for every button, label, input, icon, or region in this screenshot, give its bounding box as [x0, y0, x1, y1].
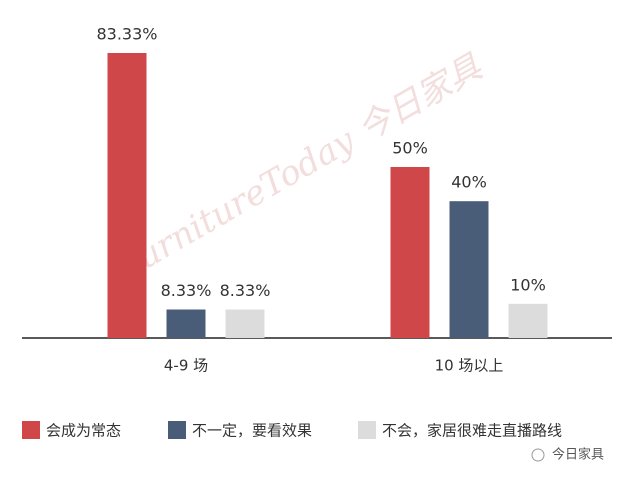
legend-swatch — [22, 421, 40, 439]
bar — [508, 303, 548, 338]
legend-label: 会成为常态 — [46, 422, 121, 440]
legend-label: 不一定，要看效果 — [192, 422, 312, 440]
legend-swatch — [168, 421, 186, 439]
bar — [107, 53, 147, 338]
value-label: 8.33% — [161, 281, 212, 300]
credit: 今日家具 — [552, 447, 604, 463]
bar — [225, 309, 265, 338]
bar — [449, 201, 489, 338]
bar — [390, 166, 430, 338]
value-label: 50% — [392, 138, 428, 157]
x-tick-label: 4-9 场 — [164, 357, 208, 375]
value-label: 40% — [451, 173, 487, 192]
legend-label: 不会，家居很难走直播路线 — [382, 422, 562, 440]
watermark: FurnitureToday 今日家具 — [108, 47, 489, 290]
x-tick-label: 10 场以上 — [435, 357, 504, 375]
value-label: 10% — [510, 275, 546, 294]
value-label: 83.33% — [96, 25, 157, 44]
value-label: 8.33% — [220, 281, 271, 300]
legend-swatch — [358, 421, 376, 439]
bar — [166, 309, 206, 338]
wechat-icon — [531, 448, 545, 462]
